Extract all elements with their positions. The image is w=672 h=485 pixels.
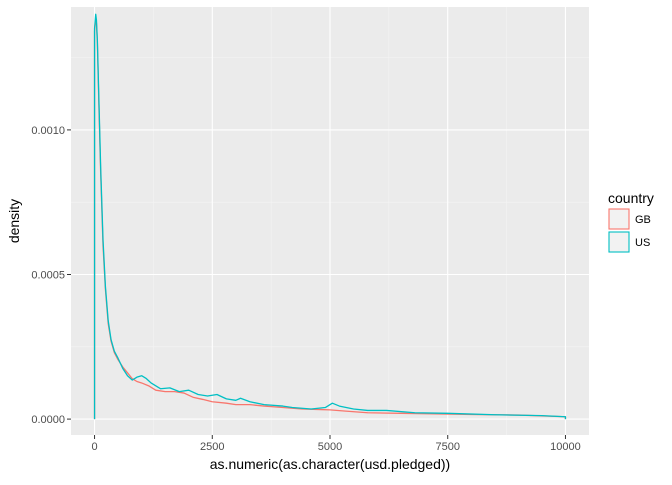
- x-tick-label: 2500: [200, 441, 224, 453]
- density-series: [93, 13, 567, 420]
- y-axis: 0.0000 0.0005 0.0010: [31, 125, 71, 426]
- y-tick-label: 0.0005: [31, 270, 65, 282]
- x-tick-label: 0: [91, 441, 97, 453]
- legend-label-us: US: [635, 237, 650, 249]
- y-tick-label: 0.0000: [31, 414, 65, 426]
- x-tick-label: 7500: [435, 441, 459, 453]
- x-axis: 0 2500 5000 7500 10000: [91, 435, 581, 453]
- legend: country GB US: [608, 190, 654, 253]
- y-axis-title: density: [6, 199, 22, 243]
- legend-label-gb: GB: [635, 214, 651, 226]
- legend-items: GB US: [608, 208, 651, 253]
- x-tick-label: 10000: [550, 441, 581, 453]
- y-tick-label: 0.0010: [31, 125, 65, 137]
- legend-key-us: [608, 231, 630, 253]
- x-axis-title: as.numeric(as.character(usd.pledged)): [210, 456, 450, 472]
- legend-title: country: [608, 190, 654, 206]
- legend-key-gb: [608, 208, 630, 230]
- x-tick-label: 5000: [318, 441, 342, 453]
- density-line-us: [93, 13, 567, 420]
